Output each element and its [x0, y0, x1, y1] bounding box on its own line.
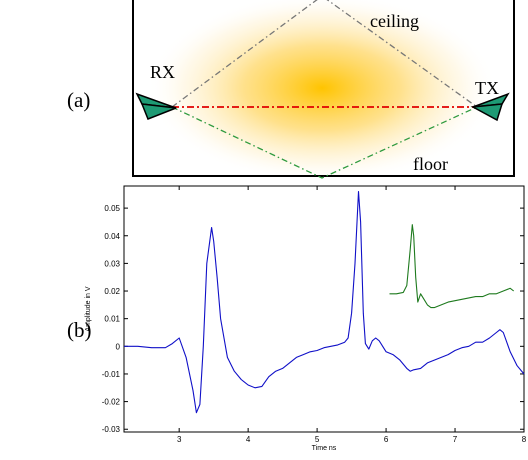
y-tick-label: -0.03 [102, 425, 121, 434]
ceiling-label: ceiling [370, 11, 419, 31]
y-axis-label: Amplitude in V [85, 286, 92, 331]
x-tick-label: 5 [315, 435, 320, 444]
y-tick-label: 0.03 [104, 259, 120, 268]
tx-antenna-icon [470, 92, 510, 122]
panel-a-label: (a) [67, 88, 91, 112]
floor-reflection-path [171, 106, 478, 179]
plot-frame [123, 185, 525, 433]
series-line-2 [389, 224, 515, 309]
axis-ticks: 3 4 5 6 7 8 -0.03 -0.02 -0.01 0 0.01 0.02 0.03 0.04 0.… [102, 186, 527, 444]
y-tick-label: 0 [116, 342, 121, 351]
y-tick-label: 0.04 [104, 232, 120, 241]
panel-b-label: (b) [67, 318, 92, 342]
y-tick-label: 0.01 [104, 315, 120, 324]
x-tick-label: 7 [453, 435, 458, 444]
signal-glow [147, 0, 497, 176]
chart-series [124, 190, 525, 414]
tx-label: TX [475, 78, 499, 98]
x-tick-label: 8 [522, 435, 527, 444]
x-tick-label: 4 [246, 435, 251, 444]
x-tick-label: 3 [177, 435, 182, 444]
x-axis-label: Time ns [312, 445, 337, 452]
y-tick-label: -0.01 [102, 370, 121, 379]
rx-antenna-icon [135, 92, 177, 120]
x-tick-label: 6 [384, 435, 389, 444]
y-tick-label: -0.02 [102, 398, 121, 407]
series-line-1 [124, 190, 525, 414]
y-tick-label: 0.05 [104, 204, 120, 213]
floor-label: floor [413, 154, 448, 174]
ceiling-reflection-path [171, 0, 478, 108]
room-box [132, 0, 515, 177]
rx-label: RX [150, 62, 175, 82]
y-tick-label: 0.02 [104, 287, 120, 296]
